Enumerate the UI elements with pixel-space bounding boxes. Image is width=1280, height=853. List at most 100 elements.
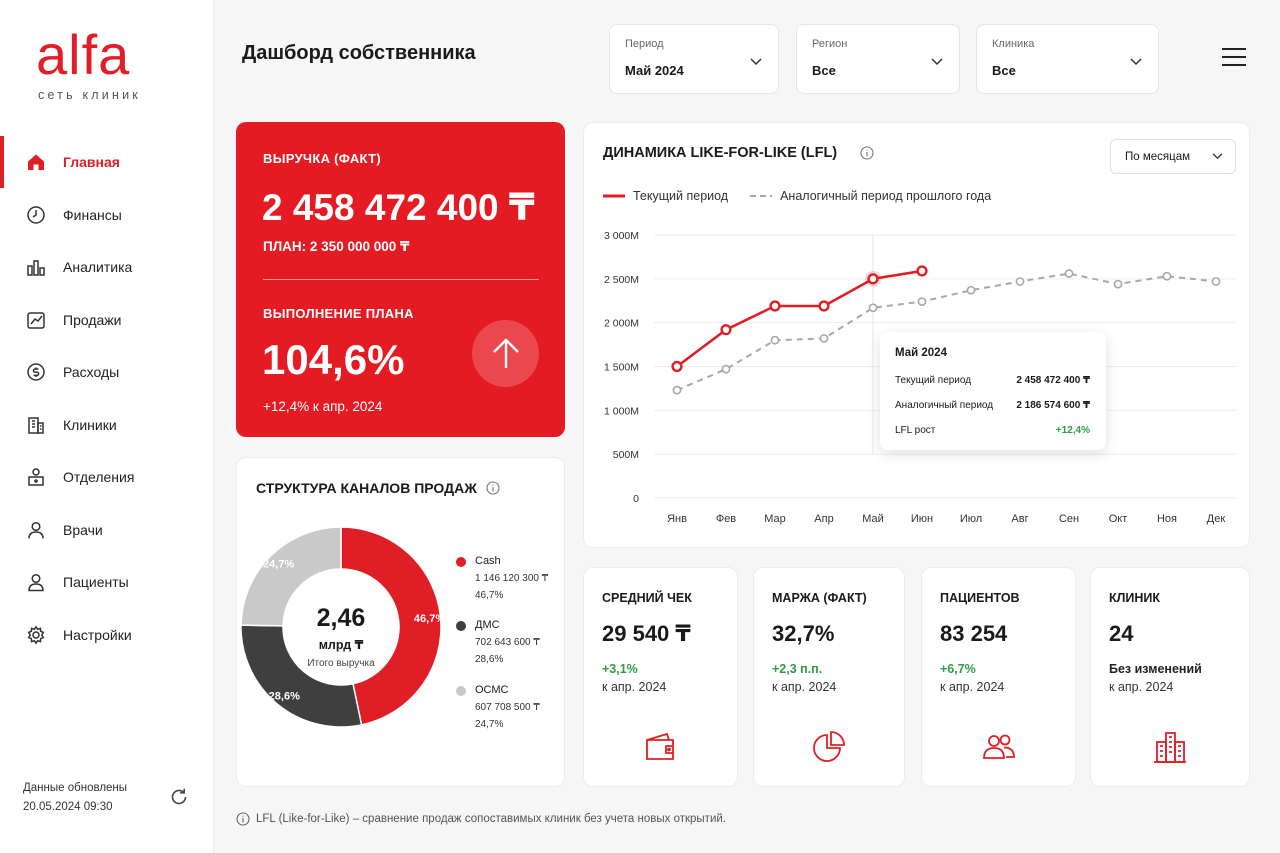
sidebar-item-departments[interactable]: Отделения: [0, 451, 214, 504]
kpi-value: 83 254: [940, 621, 1008, 646]
legend-amount: 607 708 500 ₸: [475, 702, 540, 713]
y-tick-label: 2 000M: [604, 318, 639, 330]
sidebar-item-doctors[interactable]: Врачи: [0, 504, 214, 557]
data-point: [720, 324, 732, 336]
tooltip-row: Текущий период 2 458 472 400 ₸: [895, 375, 1090, 386]
y-tick-label: 1 000M: [604, 405, 639, 417]
hamburger-icon: [1222, 48, 1246, 66]
chevron-down-icon: [750, 58, 762, 66]
donut-center: 2,46 млрд ₸ Итого выручка: [291, 604, 391, 669]
wallet-icon: [645, 732, 674, 760]
sidebar-item-settings[interactable]: Настройки: [0, 609, 214, 662]
filter-value: Все: [992, 63, 1016, 78]
filter-value: Май 2024: [625, 63, 684, 78]
kpi-note: к апр. 2024: [940, 680, 1005, 694]
region-filter[interactable]: Регион Все: [796, 24, 960, 94]
x-tick-label: Авг: [1011, 513, 1028, 525]
period-select-value: По месяцам: [1125, 151, 1191, 163]
data-point: [867, 273, 879, 285]
revenue-value: 2 458 472 400 ₸: [262, 187, 535, 228]
coin-icon: [25, 361, 47, 383]
arrow-up-icon: [472, 320, 539, 387]
logo-tagline: сеть клиник: [38, 88, 141, 102]
legend-current-label: Текущий период: [633, 189, 729, 203]
sidebar-item-finance[interactable]: Финансы: [0, 189, 214, 242]
x-tick-label: Июл: [960, 513, 982, 525]
data-point: [769, 300, 781, 312]
channels-title: СТРУКТУРА КАНАЛОВ ПРОДАЖ: [256, 480, 477, 496]
y-tick-label: 0: [633, 493, 639, 505]
data-point: [1162, 271, 1172, 281]
department-icon: [25, 466, 47, 488]
info-icon[interactable]: [486, 481, 500, 495]
sidebar: alfa сеть клиник Главная Финансы Аналити…: [0, 0, 214, 853]
kpi-note: к апр. 2024: [602, 680, 667, 694]
logo: alfa сеть клиник: [36, 23, 166, 103]
pie-chart-icon: [813, 731, 845, 762]
x-tick-label: Июн: [911, 513, 933, 525]
legend-pct: 46,7%: [475, 590, 504, 601]
kpi-card-clinics: КЛИНИК 24 Без изменений к апр. 2024: [1090, 567, 1250, 787]
trend-icon: [25, 309, 47, 331]
tooltip-label: Аналогичный период: [895, 400, 994, 411]
sidebar-item-analytics[interactable]: Аналитика: [0, 241, 214, 294]
x-tick-label: Ноя: [1157, 513, 1177, 525]
kpi-label: КЛИНИК: [1109, 591, 1161, 605]
legend-item-dms: ДМС 702 643 600 ₸ 28,6%: [456, 617, 540, 668]
legend-pct: 28,6%: [475, 654, 504, 665]
tooltip-row: LFL рост +12,4%: [895, 425, 1090, 436]
x-tick-label: Май: [862, 513, 884, 525]
period-granularity-select[interactable]: По месяцам: [1110, 139, 1236, 174]
legend-amount: 1 146 120 300 ₸: [475, 573, 549, 584]
data-updated-label: Данные обновлены: [23, 782, 128, 794]
footnote: LFL (Like-for-Like) – сравнение продаж с…: [236, 812, 726, 826]
lfl-legend: Текущий период Аналогичный период прошло…: [603, 189, 991, 203]
logo-word: alfa: [36, 23, 131, 86]
lfl-title: ДИНАМИКА LIKE-FOR-LIKE (LFL): [603, 145, 838, 161]
donut-total-label: Итого выручка: [307, 658, 375, 669]
sidebar-item-label: Клиники: [63, 416, 117, 433]
kpi-delta: +2,3 п.п.: [772, 662, 823, 676]
plan-completion-value: 104,6%: [262, 336, 405, 383]
refresh-button[interactable]: [168, 786, 190, 808]
legend-pct: 24,7%: [475, 719, 504, 730]
sidebar-item-label: Аналитика: [63, 259, 133, 276]
tooltip-label: Текущий период: [895, 375, 972, 386]
clinic-filter[interactable]: Клиника Все: [976, 24, 1159, 94]
legend-previous-label: Аналогичный период прошлого года: [780, 189, 992, 203]
sidebar-item-expenses[interactable]: Расходы: [0, 346, 214, 399]
info-icon[interactable]: [860, 146, 874, 160]
sales-channels-card: СТРУКТУРА КАНАЛОВ ПРОДАЖ 46,7% 28,6% 24,7%…: [236, 457, 565, 787]
building-icon: [25, 414, 47, 436]
data-point: [721, 364, 731, 374]
kpi-delta: +6,7%: [940, 662, 976, 676]
period-filter[interactable]: Период Май 2024: [609, 24, 779, 94]
donut-slice: [340, 526, 442, 726]
sidebar-item-label: Отделения: [63, 469, 135, 486]
tooltip-label: LFL рост: [895, 425, 936, 436]
legend-amount: 702 643 600 ₸: [475, 637, 540, 648]
donut-chart: 46,7% 28,6% 24,7%: [240, 526, 445, 728]
sidebar-item-clinics[interactable]: Клиники: [0, 399, 214, 452]
sidebar-item-sales[interactable]: Продажи: [0, 294, 214, 347]
series-line: [676, 272, 1217, 392]
revenue-label: ВЫРУЧКА (ФАКТ): [263, 151, 381, 166]
sidebar-item-home[interactable]: Главная: [0, 136, 214, 189]
chart-tooltip: Май 2024 Текущий период 2 458 472 400 ₸ …: [880, 332, 1106, 450]
y-tick-label: 1 500M: [604, 362, 639, 374]
sidebar-item-label: Главная: [63, 154, 120, 171]
sidebar-item-label: Пациенты: [63, 574, 129, 591]
data-updated-time: 20.05.2024 09:30: [23, 801, 113, 813]
x-tick-label: Апр: [814, 513, 833, 525]
data-point: [671, 360, 683, 373]
x-tick-label: Мар: [764, 513, 786, 525]
sidebar-nav: Главная Финансы Аналитика Продажи Расход…: [0, 136, 214, 661]
x-tick-label: Янв: [667, 513, 687, 525]
sidebar-item-patients[interactable]: Пациенты: [0, 556, 214, 609]
y-tick-label: 3 000M: [604, 230, 639, 242]
filter-label: Регион: [812, 38, 848, 50]
legend-name: Cash: [475, 555, 501, 567]
menu-button[interactable]: [1222, 48, 1246, 68]
legend-name: ДМС: [475, 619, 500, 631]
info-icon: [236, 812, 250, 826]
